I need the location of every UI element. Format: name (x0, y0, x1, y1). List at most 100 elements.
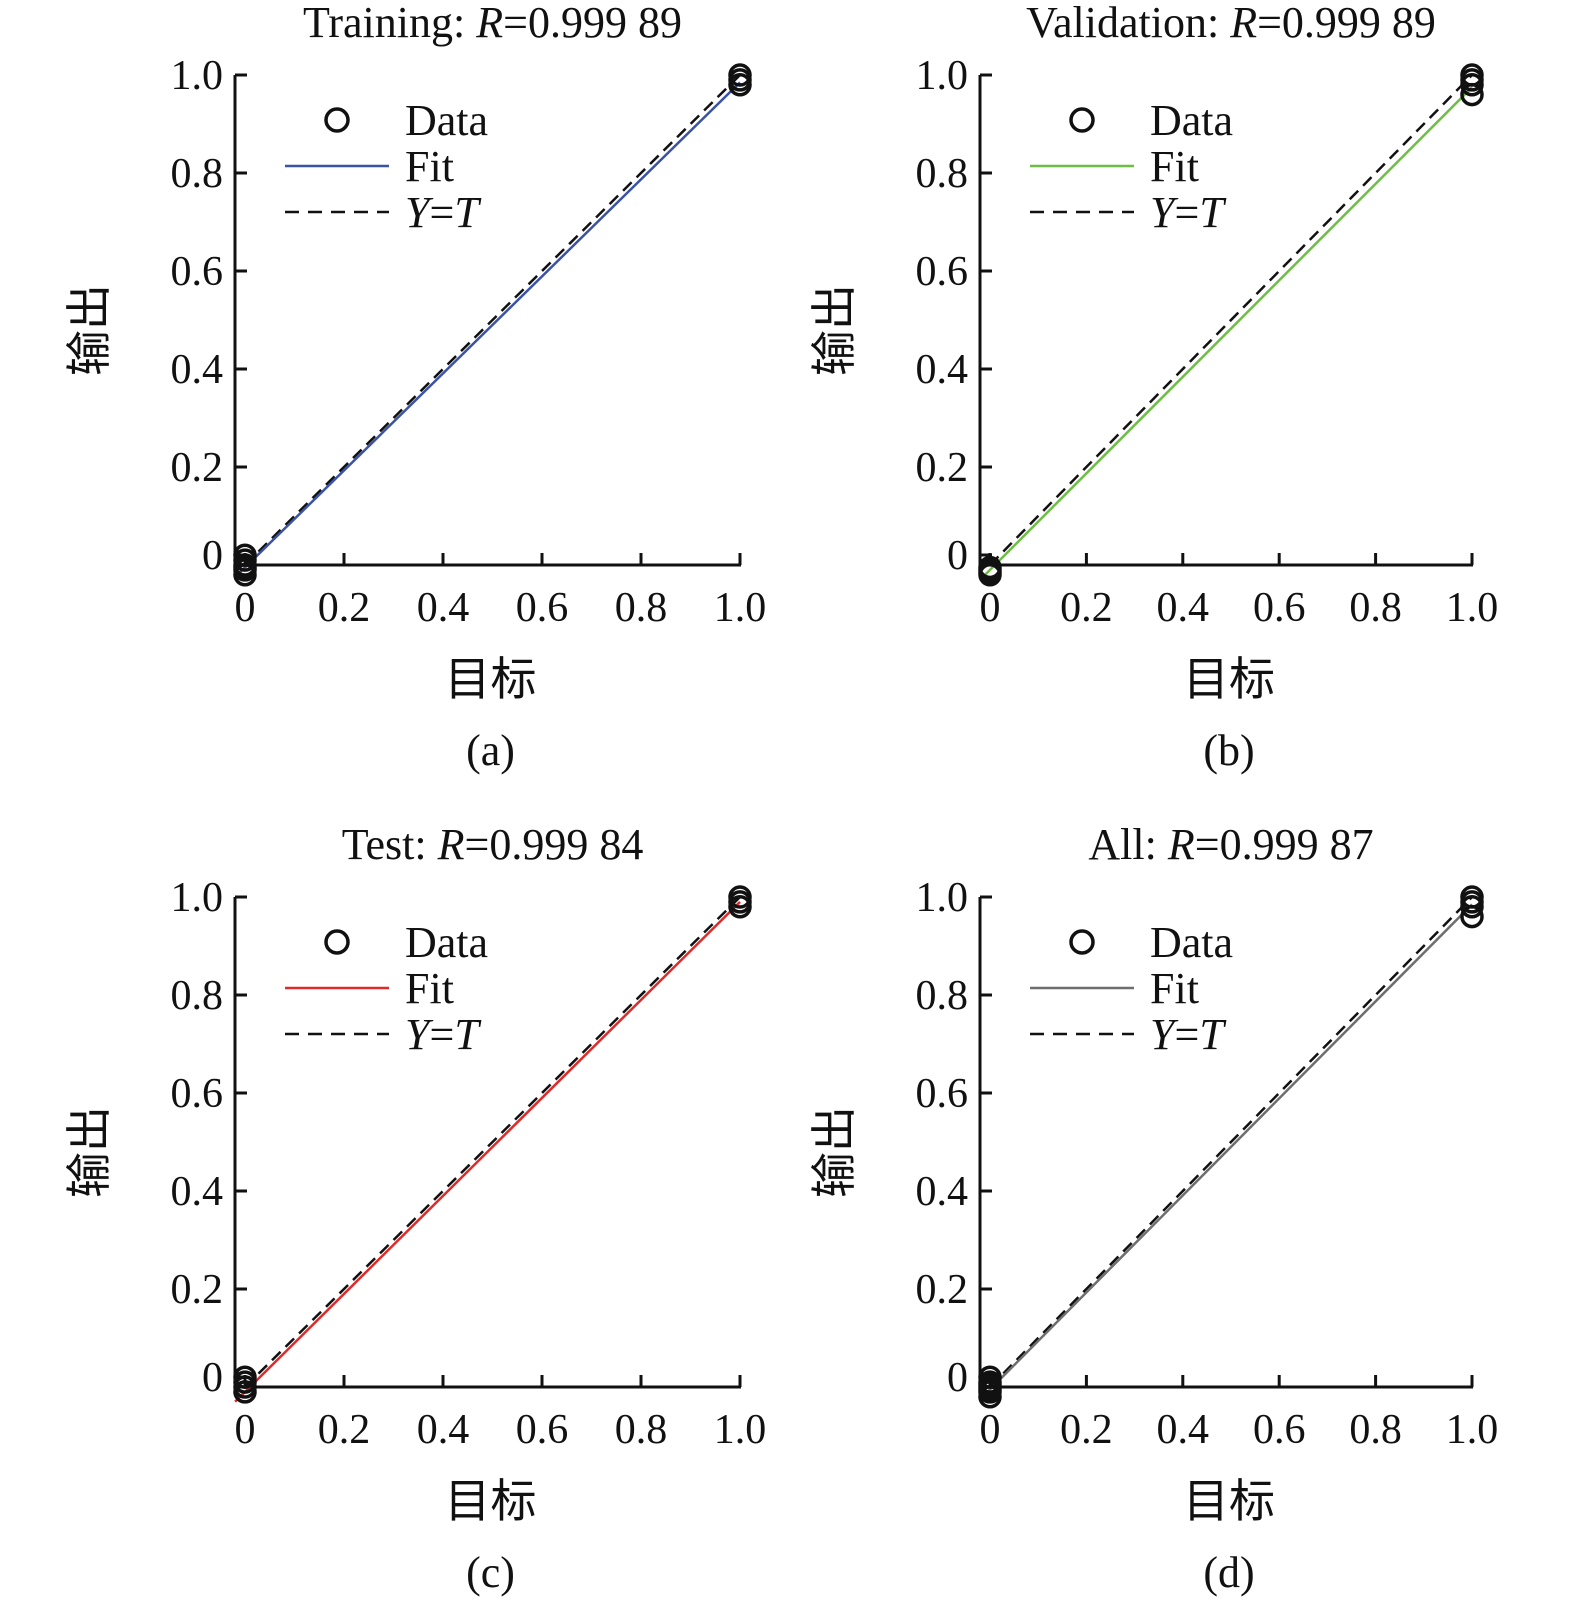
x-tick-label: 0.6 (1253, 1407, 1306, 1453)
data-point (1460, 885, 1484, 909)
legend-ref-y: Y (1150, 1010, 1179, 1059)
title-prefix: Test: (342, 820, 438, 869)
legend-fit-label: Fit (405, 142, 454, 191)
y-tick-label: 1.0 (916, 875, 969, 921)
x-tick-label: 0.6 (1253, 585, 1306, 631)
y-tick-label: 0 (947, 1355, 968, 1401)
fit-line (234, 901, 741, 1403)
fit-line (979, 86, 1473, 581)
legend-data-label: Data (1150, 96, 1233, 145)
chart-panel-c: Test: R=0.999 840 0.2 0.4 0.6 0.8 1.000.20.40… (64, 820, 766, 1597)
legend-ref-y: Y (405, 1010, 434, 1059)
title-variable: R (1229, 0, 1257, 47)
chart-title: Test: R=0.999 84 (342, 820, 644, 869)
x-tick-label: 0 (980, 585, 1001, 631)
y-tick-label: 0 (202, 533, 223, 579)
y-axis-label: 输出 (64, 1106, 115, 1198)
x-tick-label: 0.2 (318, 1407, 371, 1453)
data-point (1460, 63, 1484, 87)
x-axis-label: 目标 (1183, 654, 1275, 705)
legend-ref-t: T (1199, 188, 1227, 237)
x-tick-label: 0.8 (615, 1407, 668, 1453)
chart-panel-b: Validation: R=0.999 89 0 0.2 0.4 0.6 0.8 1.0 0 0… (809, 0, 1498, 775)
y-tick-label: 0.4 (171, 347, 224, 393)
x-tick-label: 0.8 (615, 585, 668, 631)
legend-ref-y: Y (1150, 188, 1179, 237)
title-value: 0.999 87 (1220, 820, 1374, 869)
x-tick-label: 1.0 (1446, 585, 1499, 631)
legend-data-label: Data (1150, 918, 1233, 967)
y-tick-label: 0.2 (916, 1267, 969, 1313)
x-axis-label: 目标 (445, 654, 537, 705)
y-tick-label: 0.8 (916, 973, 969, 1019)
y-tick-label: 1.0 (171, 53, 224, 99)
x-tick-label: 0.2 (1060, 1407, 1113, 1453)
x-tick-label: 0.8 (1349, 1407, 1402, 1453)
title-prefix: Validation: (1026, 0, 1230, 47)
y-tick-label: 0.2 (171, 1267, 224, 1313)
x-tick-label: 0 (235, 585, 256, 631)
title-equals: = (1195, 820, 1220, 869)
title-equals: = (503, 0, 528, 47)
y-axis-label: 输出 (809, 1106, 860, 1198)
data-point (978, 1385, 1002, 1409)
legend-data-marker (324, 107, 350, 133)
legend-data-label: Data (405, 96, 488, 145)
y-tick-label: 0.2 (171, 445, 224, 491)
y-tick-label: 0.2 (916, 445, 969, 491)
title-equals: = (464, 820, 489, 869)
x-axis-label: 目标 (445, 1476, 537, 1527)
data-point (233, 1380, 257, 1404)
legend-reference-label: Y=T (405, 188, 482, 237)
title-value: 0.999 89 (528, 0, 682, 47)
data-point (233, 543, 257, 567)
data-point (978, 563, 1002, 587)
reference-line-y-equals-t (989, 74, 1473, 566)
chart-panel-d: All: R=0.999 870 0.2 0.4 0.6 0.8 1.000.20.40.… (809, 820, 1498, 1597)
title-prefix: All: (1088, 820, 1167, 869)
reference-line-y-equals-t (244, 74, 741, 566)
title-variable: R (437, 820, 465, 869)
fit-line (234, 81, 741, 579)
title-value: 0.999 84 (489, 820, 643, 869)
title-variable: R (475, 0, 503, 47)
title-variable: R (1167, 820, 1195, 869)
y-tick-label: 0.8 (171, 151, 224, 197)
panel-label: (c) (466, 1548, 515, 1597)
y-tick-label: 0 (947, 533, 968, 579)
y-tick-label: 1.0 (916, 53, 969, 99)
y-tick-label: 0.6 (171, 1071, 224, 1117)
x-tick-label: 0.6 (516, 585, 569, 631)
y-tick-label: 0.6 (171, 249, 224, 295)
legend-data-marker (1069, 107, 1095, 133)
chart-title: Validation: R=0.999 89 (1026, 0, 1436, 47)
x-tick-label: 0.8 (1349, 585, 1402, 631)
x-tick-label: 1.0 (1446, 1407, 1499, 1453)
legend-ref-equals: = (429, 188, 454, 237)
panel-label: (b) (1203, 726, 1254, 775)
x-tick-label: 0.6 (516, 1407, 569, 1453)
data-point (728, 885, 752, 909)
legend-ref-equals: = (429, 1010, 454, 1059)
y-axis-label: 输出 (64, 284, 115, 376)
panel-label: (d) (1203, 1548, 1254, 1597)
x-tick-label: 0.4 (1157, 1407, 1210, 1453)
reference-line-y-equals-t (989, 896, 1473, 1388)
chart-title: All: R=0.999 87 (1088, 820, 1373, 869)
legend-reference-label: Y=T (1150, 1010, 1227, 1059)
x-tick-label: 0 (980, 1407, 1001, 1453)
y-tick-label: 0.6 (916, 1071, 969, 1117)
legend-fit-label: Fit (405, 964, 454, 1013)
x-tick-label: 0.4 (417, 1407, 470, 1453)
x-axis-label: 目标 (1183, 1476, 1275, 1527)
legend-reference-label: Y=T (405, 1010, 482, 1059)
y-tick-label: 0.4 (171, 1169, 224, 1215)
y-tick-label: 0.4 (916, 347, 969, 393)
fit-line (979, 903, 1473, 1401)
legend-fit-label: Fit (1150, 964, 1199, 1013)
x-tick-label: 0.2 (1060, 585, 1113, 631)
